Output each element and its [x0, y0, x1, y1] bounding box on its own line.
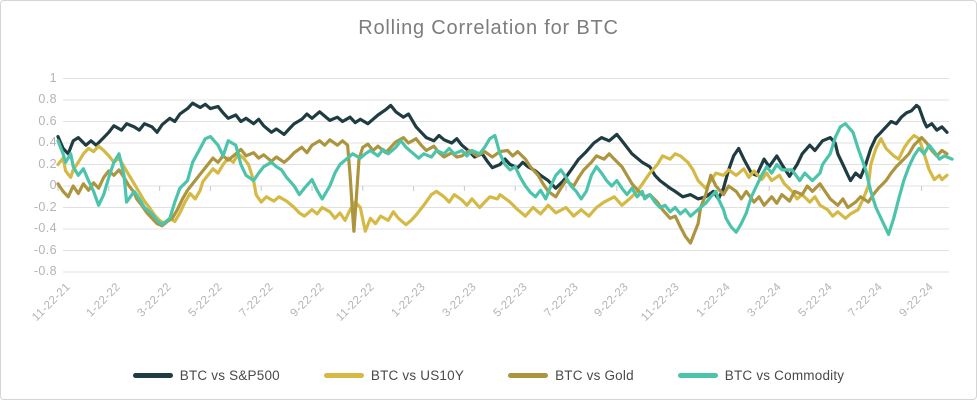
legend-item-sp500: BTC vs S&P500 [132, 368, 280, 383]
legend-label: BTC vs Commodity [724, 368, 845, 383]
series-line-us10y [56, 133, 949, 233]
y-tick-label: 1 [49, 70, 57, 85]
chart-title: Rolling Correlation for BTC [358, 17, 619, 39]
y-tick-label: 0.8 [38, 92, 57, 106]
legend-swatch-commodity [677, 373, 718, 378]
y-tick-label: 0.6 [38, 113, 57, 128]
legend-label: BTC vs US10Y [370, 368, 465, 383]
y-tick-label: -0.8 [33, 264, 57, 278]
y-tick-label: -0.2 [33, 199, 57, 214]
legend: BTC vs S&P500 BTC vs US10Y BTC vs Gold BTC … [1, 368, 976, 383]
y-tick-label: -0.4 [33, 221, 57, 235]
y-tick-label: 0.2 [38, 156, 57, 171]
legend-swatch-us10y [323, 373, 364, 378]
legend-item-us10y: BTC vs US10Y [323, 368, 465, 383]
series-line-sp500 [56, 101, 949, 201]
y-tick-label: -0.6 [33, 242, 57, 257]
series-line-gold [56, 136, 949, 245]
series-line-commodity [56, 122, 954, 236]
legend-label: BTC vs Gold [555, 368, 634, 383]
legend-swatch-sp500 [132, 373, 173, 378]
legend-item-gold: BTC vs Gold [508, 368, 634, 383]
y-tick-label: 0 [49, 178, 57, 192]
y-tick-label: 0.4 [38, 135, 57, 149]
legend-label: BTC vs S&P500 [179, 368, 280, 383]
legend-swatch-gold [508, 373, 549, 378]
legend-item-commodity: BTC vs Commodity [677, 368, 845, 383]
